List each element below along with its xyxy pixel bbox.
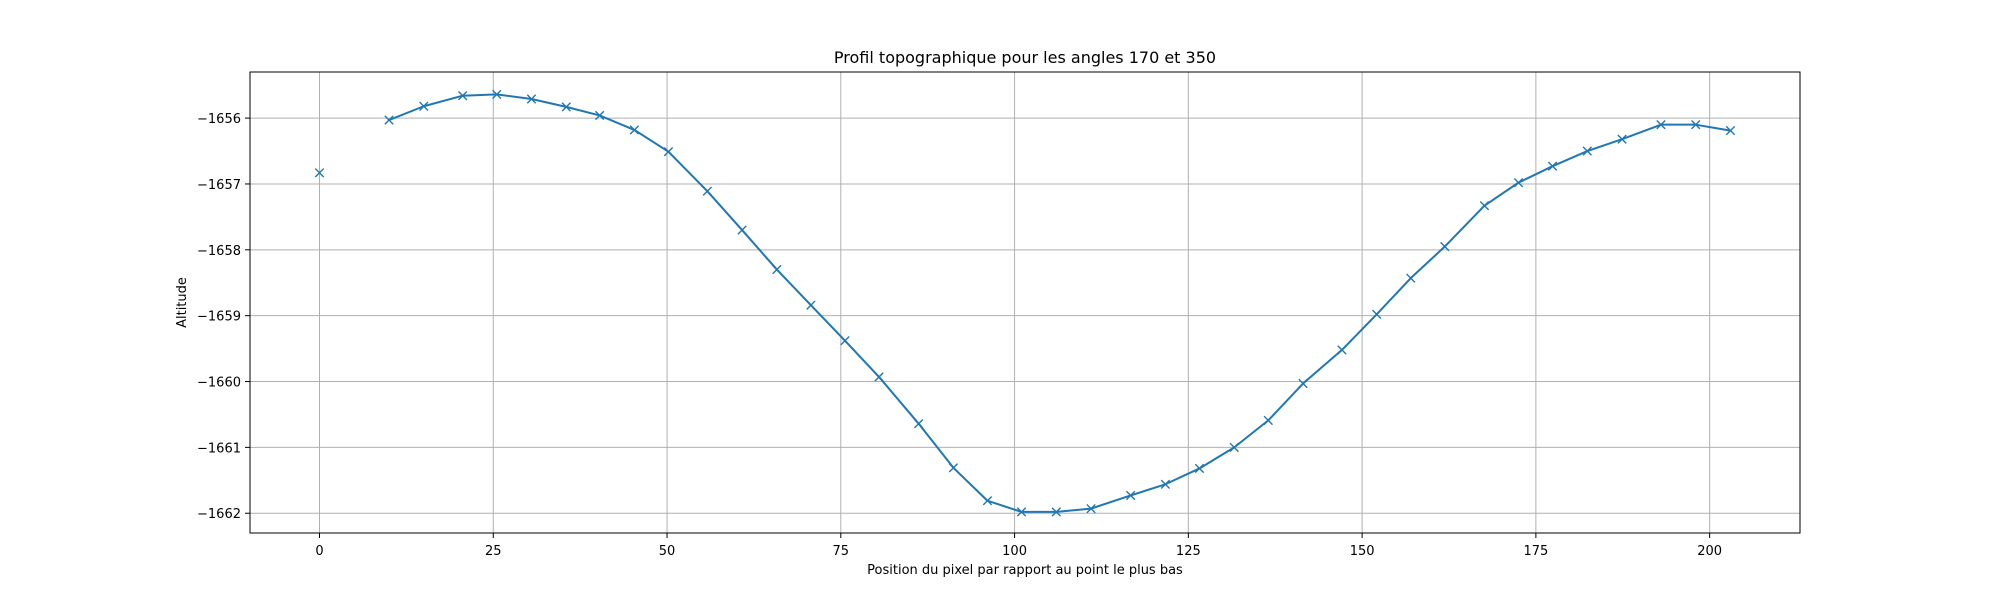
x-tick-label: 100 bbox=[1002, 544, 1027, 559]
data-point bbox=[1051, 507, 1061, 517]
data-point bbox=[702, 186, 713, 196]
chart-title: Profil topographique pour les angles 170… bbox=[834, 48, 1216, 67]
data-point bbox=[1406, 273, 1416, 283]
data-point bbox=[314, 168, 325, 178]
data-point bbox=[629, 125, 640, 135]
data-point bbox=[806, 300, 816, 310]
data-point bbox=[384, 115, 394, 125]
data-point bbox=[1229, 442, 1239, 453]
y-tick-label: −1661 bbox=[197, 441, 241, 456]
data-point bbox=[913, 418, 924, 429]
y-tick-label: −1659 bbox=[197, 310, 241, 325]
data-point bbox=[1513, 177, 1524, 188]
data-point bbox=[1263, 415, 1273, 426]
data-point bbox=[1440, 241, 1450, 252]
data-point bbox=[1160, 479, 1171, 489]
data-point bbox=[419, 101, 429, 111]
data-point bbox=[982, 496, 993, 506]
data-point bbox=[492, 89, 502, 100]
x-tick-label: 175 bbox=[1523, 544, 1548, 559]
x-tick-label: 25 bbox=[485, 544, 502, 559]
data-point bbox=[1617, 134, 1627, 144]
x-tick-label: 50 bbox=[659, 544, 676, 559]
data-point bbox=[874, 372, 884, 382]
data-point bbox=[1372, 309, 1382, 320]
y-tick-label: −1660 bbox=[197, 376, 241, 391]
x-tick-label: 150 bbox=[1350, 544, 1375, 559]
ticks: 0 25 50 75 100 125 150 175 200 −1656 −1657 −1658 −16… bbox=[197, 112, 1722, 559]
data-point bbox=[1725, 125, 1736, 136]
plot-frame bbox=[249, 71, 1801, 534]
data-point bbox=[1691, 119, 1701, 130]
data-point bbox=[1298, 378, 1308, 389]
data-point bbox=[1547, 161, 1558, 171]
y-axis-label: Altitude bbox=[175, 277, 190, 328]
data-point bbox=[1582, 146, 1593, 156]
data-point bbox=[1125, 490, 1136, 501]
y-tick-label: −1662 bbox=[197, 507, 241, 522]
grid bbox=[250, 72, 1800, 533]
data-point bbox=[737, 225, 747, 235]
data-point bbox=[663, 146, 674, 157]
data-point bbox=[840, 336, 850, 346]
data-point bbox=[1656, 119, 1666, 130]
data-point bbox=[772, 264, 782, 275]
x-tick-label: 200 bbox=[1697, 544, 1722, 559]
data-point bbox=[526, 94, 537, 104]
y-tick-label: −1658 bbox=[197, 244, 241, 259]
y-tick-label: −1656 bbox=[197, 112, 241, 127]
data-point bbox=[1016, 507, 1027, 517]
x-tick-label: 125 bbox=[1176, 544, 1201, 559]
data-point bbox=[1479, 200, 1490, 211]
data-point bbox=[1337, 345, 1347, 355]
x-tick-label: 0 bbox=[315, 544, 323, 559]
data-point bbox=[457, 91, 468, 101]
data-point bbox=[1086, 503, 1096, 514]
x-tick-label: 75 bbox=[833, 544, 850, 559]
data-point bbox=[948, 463, 959, 473]
y-tick-label: −1657 bbox=[197, 178, 241, 193]
series-marker-layer bbox=[314, 89, 1736, 517]
data-point bbox=[561, 102, 571, 112]
data-point bbox=[1194, 463, 1205, 474]
data-point bbox=[594, 110, 605, 121]
x-axis-label: Position du pixel par rapport au point l… bbox=[867, 563, 1183, 578]
